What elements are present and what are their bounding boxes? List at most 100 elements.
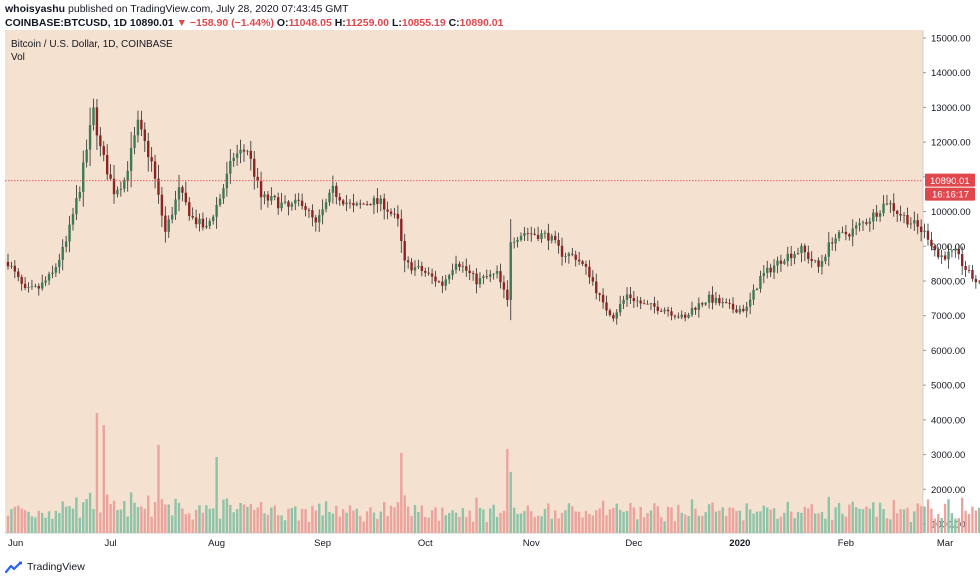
candle-body bbox=[64, 241, 68, 247]
volume-bar bbox=[99, 512, 102, 533]
volume-bar bbox=[212, 508, 215, 533]
candle-body bbox=[153, 161, 157, 179]
volume-bar bbox=[44, 517, 47, 533]
candlestick-chart[interactable]: Bitcoin / U.S. Dollar, 1D, COINBASE Vol 15… bbox=[0, 30, 980, 550]
volume-bar bbox=[564, 510, 567, 533]
candle-body bbox=[512, 241, 516, 243]
volume-bar bbox=[940, 517, 943, 533]
time-tick-label: Feb bbox=[838, 538, 854, 549]
candle-body bbox=[858, 223, 861, 226]
candle-body bbox=[160, 194, 164, 216]
candle-body bbox=[766, 267, 769, 273]
candle-body bbox=[824, 256, 827, 262]
volume-bar bbox=[506, 449, 509, 533]
candle-body bbox=[376, 198, 379, 204]
volume-bar bbox=[762, 505, 766, 533]
price-tick-label: 15000.00 bbox=[931, 34, 971, 45]
volume-bar bbox=[649, 510, 653, 533]
volume-bar bbox=[20, 508, 23, 533]
candle-body bbox=[779, 260, 783, 264]
candle-body bbox=[728, 303, 731, 304]
volume-bar bbox=[205, 505, 208, 533]
countdown-tag-bg bbox=[925, 187, 975, 201]
volume-bar bbox=[827, 496, 830, 533]
volume-bar bbox=[906, 507, 909, 533]
volume-bar bbox=[543, 509, 547, 533]
candle-body bbox=[731, 303, 735, 310]
candle-body bbox=[318, 215, 321, 223]
volume-bar bbox=[854, 507, 858, 533]
tradingview-brand[interactable]: TradingView bbox=[27, 561, 85, 573]
volume-bar bbox=[896, 513, 899, 533]
volume-bar bbox=[208, 508, 211, 533]
volume-bar bbox=[194, 510, 198, 533]
time-tick-label: Nov bbox=[523, 538, 540, 549]
volume-bar bbox=[273, 505, 276, 533]
candle-body bbox=[612, 315, 615, 319]
volume-bar bbox=[584, 510, 588, 533]
candle-body bbox=[557, 239, 560, 246]
candle-body bbox=[820, 261, 824, 267]
candle-body bbox=[328, 192, 331, 203]
volume-bar bbox=[239, 503, 242, 533]
candle-body bbox=[680, 314, 683, 318]
candle-body bbox=[844, 231, 848, 235]
candle-body bbox=[807, 252, 810, 259]
volume-bar bbox=[444, 515, 447, 533]
candle-body bbox=[102, 146, 105, 155]
volume-bar bbox=[362, 521, 365, 533]
candle-body bbox=[636, 300, 639, 302]
chart-area[interactable]: Bitcoin / U.S. Dollar, 1D, COINBASE Vol 15… bbox=[0, 30, 980, 550]
candle-body bbox=[837, 232, 841, 239]
candle-body bbox=[923, 230, 926, 233]
symbol-label[interactable]: COINBASE:BTCUSD, 1D bbox=[5, 17, 127, 29]
volume-bar bbox=[960, 497, 964, 533]
volume-bar bbox=[591, 515, 595, 533]
volume-bar bbox=[434, 507, 437, 533]
volume-bar bbox=[971, 506, 974, 533]
volume-bar bbox=[283, 520, 287, 533]
volume-bar bbox=[704, 512, 707, 533]
candle-body bbox=[410, 262, 413, 271]
candle-body bbox=[848, 234, 851, 237]
candle-body bbox=[95, 107, 99, 136]
candle-body bbox=[434, 276, 437, 282]
volume-bar bbox=[116, 510, 119, 533]
volume-bar bbox=[441, 507, 444, 533]
volume-bar bbox=[499, 512, 502, 533]
candle-body bbox=[218, 198, 222, 205]
volume-bar bbox=[550, 518, 553, 533]
candle-body bbox=[205, 225, 208, 228]
candle-body bbox=[865, 222, 868, 224]
low-label: L: bbox=[391, 17, 402, 29]
volume-bar bbox=[666, 506, 670, 533]
close-label: C: bbox=[448, 17, 460, 29]
volume-bar bbox=[403, 495, 406, 533]
volume-bar bbox=[126, 516, 129, 533]
candle-body bbox=[673, 315, 677, 317]
volume-bar bbox=[670, 507, 673, 533]
candle-body bbox=[902, 215, 906, 216]
volume-bar bbox=[386, 515, 389, 533]
volume-bar bbox=[61, 501, 64, 533]
candle-body bbox=[6, 261, 10, 267]
candle-body bbox=[495, 271, 499, 274]
candle-body bbox=[759, 276, 762, 289]
price-tick-label: 6000.00 bbox=[931, 346, 965, 357]
candle-body bbox=[786, 253, 789, 262]
candle-body bbox=[629, 294, 632, 299]
volume-bar bbox=[872, 502, 875, 533]
candle-body bbox=[212, 216, 215, 222]
volume-bar bbox=[225, 498, 229, 533]
countdown-tag: 16:16:17 bbox=[932, 190, 969, 201]
candle-body bbox=[88, 125, 92, 150]
author-name[interactable]: whoisyashu bbox=[5, 3, 66, 15]
volume-bar bbox=[427, 517, 430, 533]
volume-bar bbox=[978, 507, 980, 533]
volume-bar bbox=[335, 505, 338, 533]
candle-body bbox=[690, 307, 694, 315]
candle-body bbox=[413, 267, 417, 271]
tradingview-logo-icon[interactable] bbox=[5, 561, 23, 573]
volume-bar bbox=[632, 507, 636, 533]
volume-bar bbox=[492, 504, 495, 533]
